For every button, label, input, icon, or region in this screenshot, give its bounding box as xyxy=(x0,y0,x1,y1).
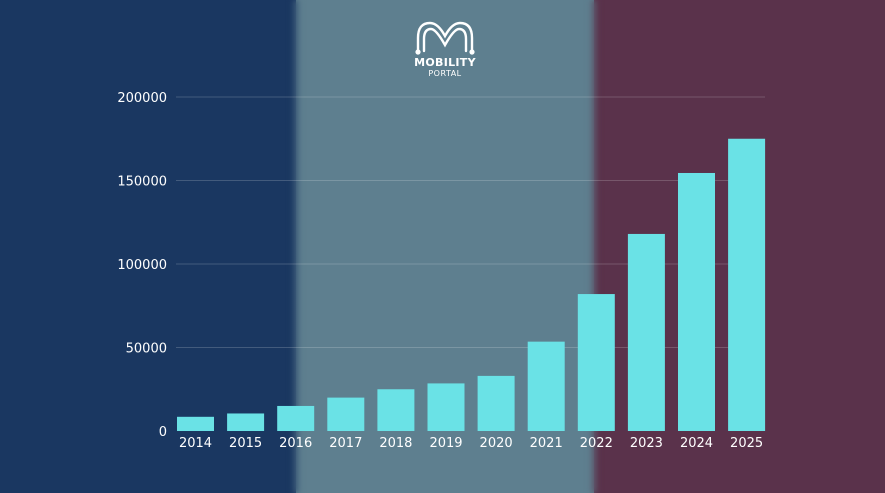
x-tick-label: 2025 xyxy=(730,436,763,451)
logo-name: MOBILITY xyxy=(414,56,476,69)
bar-2014 xyxy=(177,416,214,431)
bar-2022 xyxy=(577,294,615,431)
mobility-m-icon xyxy=(415,21,475,55)
bar-2020 xyxy=(477,375,515,431)
band-edge-right xyxy=(590,0,598,493)
y-axis-ticks: 0 50000 100000 150000 200000 xyxy=(117,91,167,440)
gridlines xyxy=(176,96,765,348)
x-tick-label: 2016 xyxy=(279,436,312,451)
background-band-left xyxy=(0,0,296,493)
bar-2018 xyxy=(377,389,415,431)
bar-2017 xyxy=(327,397,365,431)
x-tick-label: 2018 xyxy=(379,436,412,451)
x-axis-labels: 2014 2015 2016 2017 2018 2019 2020 2021 2022 2023… xyxy=(179,436,763,451)
bar-2023 xyxy=(627,233,665,431)
x-tick-label: 2019 xyxy=(429,436,462,451)
x-tick-label: 2020 xyxy=(480,436,513,451)
x-tick-label: 2023 xyxy=(630,436,663,451)
mobility-portal-logo: MOBILITY PORTAL xyxy=(400,18,490,82)
x-tick-label: 2017 xyxy=(329,436,362,451)
x-tick-label: 2015 xyxy=(229,436,262,451)
y-tick-label: 0 xyxy=(159,425,167,440)
bars xyxy=(177,138,766,432)
bar-2016 xyxy=(277,405,315,431)
x-tick-label: 2024 xyxy=(680,436,713,451)
bar-2015 xyxy=(227,413,265,431)
bar-2025 xyxy=(728,138,766,431)
x-tick-label: 2021 xyxy=(530,436,563,451)
bar-2019 xyxy=(427,383,465,431)
logo-subtitle: PORTAL xyxy=(428,69,462,78)
bar-2021 xyxy=(527,341,565,431)
x-tick-label: 2014 xyxy=(179,436,212,451)
band-edge-left xyxy=(292,0,300,493)
bar-2024 xyxy=(678,172,715,432)
y-tick-label: 50000 xyxy=(126,342,167,357)
y-tick-label: 100000 xyxy=(117,258,167,273)
y-tick-label: 200000 xyxy=(117,91,167,106)
y-tick-label: 150000 xyxy=(117,175,167,190)
x-tick-label: 2022 xyxy=(580,436,613,451)
